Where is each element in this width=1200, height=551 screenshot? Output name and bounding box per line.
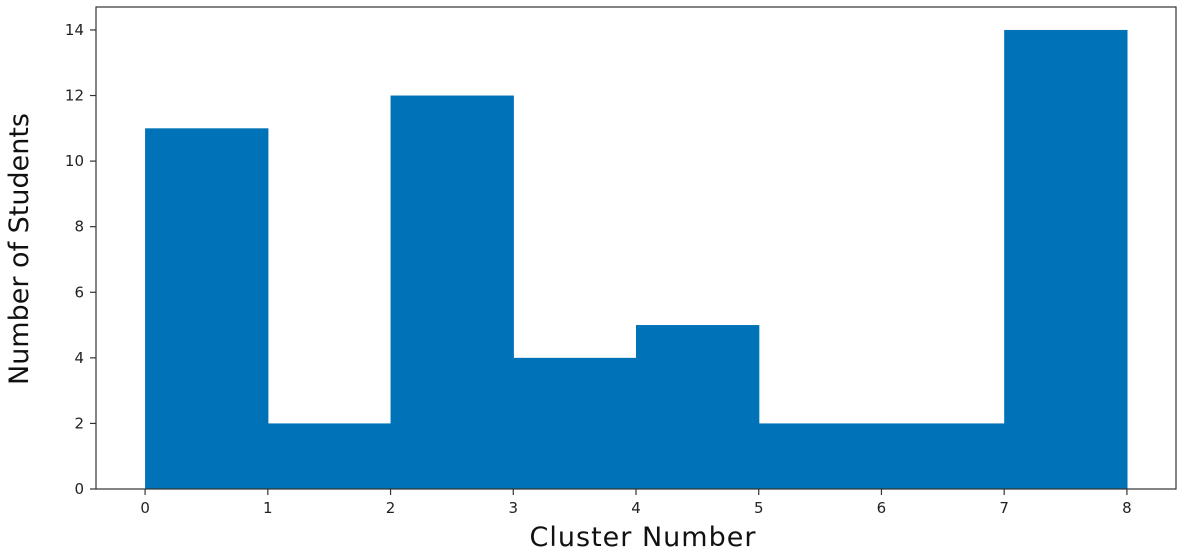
histogram-bar-3	[513, 357, 637, 489]
y-tick-label: 0	[74, 480, 84, 498]
x-tick-label: 5	[754, 499, 764, 517]
histogram-bar-4	[636, 325, 760, 489]
histogram-bar-5	[758, 423, 883, 489]
x-tick-label: 2	[386, 499, 396, 517]
x-axis-title: Cluster Number	[530, 522, 757, 551]
x-tick-label: 1	[263, 499, 273, 517]
y-tick-label: 14	[65, 21, 84, 39]
x-tick-label: 6	[877, 499, 887, 517]
y-tick-label: 2	[74, 414, 84, 432]
y-tick-label: 10	[65, 152, 84, 170]
y-tick-label: 8	[74, 218, 84, 236]
y-tick-label: 12	[65, 87, 84, 105]
histogram-bar-1	[267, 423, 392, 489]
y-tick-label: 4	[74, 349, 84, 367]
histogram-bar-2	[390, 95, 514, 489]
histogram-bar-0	[145, 128, 269, 489]
y-tick-label: 6	[74, 283, 84, 301]
histogram-bar-7	[1004, 29, 1128, 489]
y-axis-title: Number of Students	[4, 113, 35, 385]
bars-layer	[145, 29, 1128, 489]
x-tick-label: 0	[140, 499, 150, 517]
x-tick-label: 7	[999, 499, 1009, 517]
x-tick-label: 4	[631, 499, 641, 517]
x-tick-label: 8	[1122, 499, 1132, 517]
x-tick-label: 3	[508, 499, 518, 517]
histogram-bar-6	[881, 423, 1005, 489]
